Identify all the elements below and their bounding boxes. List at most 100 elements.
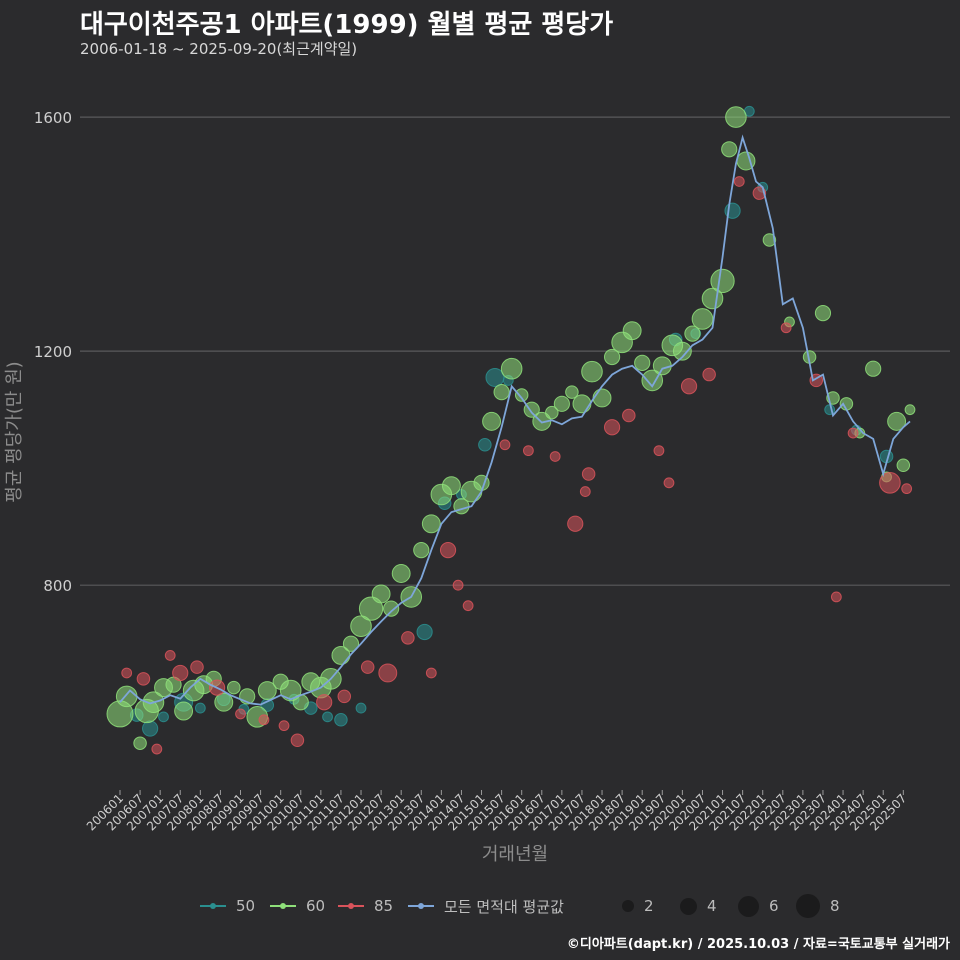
scatter-point-85: [360, 660, 375, 674]
scatter-point-60: [371, 584, 391, 604]
scatter-point-60: [592, 388, 612, 408]
scatter-point-60: [565, 385, 579, 399]
scatter-point-85: [780, 322, 792, 334]
legend-size-4: 4: [680, 890, 717, 922]
scatter-point-85: [680, 378, 698, 395]
legend-line-icon: [200, 903, 226, 909]
scatter-point-85: [603, 419, 621, 436]
scatter-point-50: [416, 623, 433, 641]
scatter-point-85: [121, 667, 133, 679]
scatter-point-60: [493, 384, 510, 401]
legend-size-label: 4: [707, 897, 717, 915]
scatter-point-60: [725, 106, 747, 128]
scatter-point-60: [710, 268, 735, 294]
scatter-point-50: [322, 711, 333, 723]
scatter-point-60: [257, 681, 277, 700]
scatter-point-60: [865, 360, 882, 377]
y-tick-label: 1200: [34, 343, 72, 361]
scatter-point-85: [439, 541, 457, 559]
scatter-point-50: [334, 713, 348, 727]
scatter-point-85: [579, 486, 591, 497]
scatter-point-85: [425, 667, 437, 679]
scatter-point-85: [172, 664, 189, 682]
scatter-point-60: [896, 458, 911, 473]
legend-size-label: 2: [644, 897, 654, 915]
y-tick-label: 1600: [34, 109, 72, 127]
legend-label: 85: [374, 897, 394, 915]
scatter-point-60: [641, 369, 664, 392]
scatter-point-85: [462, 600, 474, 612]
scatter-point-85: [164, 650, 176, 661]
legend-item-60: 60: [270, 890, 325, 922]
scatter-point-85: [452, 579, 464, 591]
scatter-point-85: [190, 660, 204, 674]
scatter-point-60: [358, 596, 384, 621]
chart-title: 대구이천주공1 아파트(1999) 월별 평균 평당가: [80, 10, 614, 40]
scatter-point-85: [235, 708, 246, 720]
scatter-point-85: [549, 451, 561, 462]
scatter-point-85: [136, 672, 151, 686]
scatter-point-85: [879, 472, 901, 494]
scatter-point-50: [142, 720, 159, 737]
footer-credit: ©디아파트(dapt.kr) / 2025.10.03 / 자료=국토교통부 실…: [566, 937, 950, 952]
scatter-point-60: [441, 476, 461, 496]
y-tick-label: 800: [43, 577, 72, 595]
size-dot-icon: [622, 900, 634, 912]
scatter-point-85: [522, 445, 534, 457]
legend-size-6: 6: [738, 890, 779, 922]
legend-label: 50: [236, 897, 256, 915]
scatter-point-60: [814, 305, 832, 322]
scatter-point-85: [316, 694, 333, 711]
scatter-point-50: [478, 438, 492, 452]
scatter-point-60: [887, 411, 907, 431]
scatter-point-60: [581, 360, 603, 383]
legend-item-average: 모든 면적대 평균값: [408, 890, 564, 922]
size-dot-icon: [738, 895, 759, 917]
scatter-point-60: [672, 341, 692, 361]
scatter-point-60: [214, 692, 234, 712]
scatter-point-60: [762, 233, 777, 247]
scatter-point-60: [350, 615, 372, 637]
scatter-point-60: [391, 564, 411, 583]
legend-size-label: 6: [769, 897, 779, 915]
scatter-point-85: [622, 408, 636, 423]
scatter-point-60: [421, 514, 441, 534]
y-axis-label: 평균 평당가(만 원): [4, 361, 25, 502]
x-axis-label: 거래년월: [482, 844, 548, 865]
scatter-point-60: [721, 141, 738, 158]
legend-line-icon: [270, 903, 296, 909]
scatter-point-60: [603, 348, 621, 366]
legend-line-icon: [408, 903, 434, 909]
scatter-point-85: [258, 714, 270, 726]
size-dot-icon: [796, 894, 820, 918]
scatter-point-60: [383, 600, 400, 617]
axis-layer: 8001200160020060120060720070120070720080…: [34, 109, 910, 833]
scatter-point-85: [581, 467, 596, 481]
scatter-point-85: [278, 720, 290, 732]
scatter-point-85: [663, 477, 675, 489]
scatter-point-85: [567, 515, 584, 532]
scatter-point-60: [342, 635, 360, 652]
scatter-point-60: [500, 357, 523, 380]
scatter-point-60: [691, 308, 714, 330]
legend: 50 60 85 모든 면적대 평균값 2 4 6 8: [0, 890, 960, 922]
grid-layer: [80, 116, 950, 586]
scatter-point-85: [733, 176, 745, 187]
scatter-point-85: [378, 663, 398, 683]
size-dot-icon: [680, 897, 697, 915]
legend-label: 모든 면적대 평균값: [444, 897, 564, 916]
scatter-point-50: [355, 702, 367, 714]
scatter-point-85: [337, 689, 352, 704]
legend-item-85: 85: [338, 890, 393, 922]
scatter-point-60: [904, 404, 916, 416]
scatter-point-60: [133, 736, 147, 750]
scatter-point-60: [684, 325, 701, 342]
scatter-point-60: [279, 679, 302, 702]
legend-label: 60: [306, 897, 326, 915]
scatter-point-85: [702, 367, 716, 382]
scatter-point-60: [174, 701, 194, 721]
legend-size-label: 8: [830, 897, 840, 915]
chart-subtitle: 2006-01-18 ~ 2025-09-20(최근계약일): [80, 40, 358, 58]
scatter-point-60: [514, 388, 529, 402]
